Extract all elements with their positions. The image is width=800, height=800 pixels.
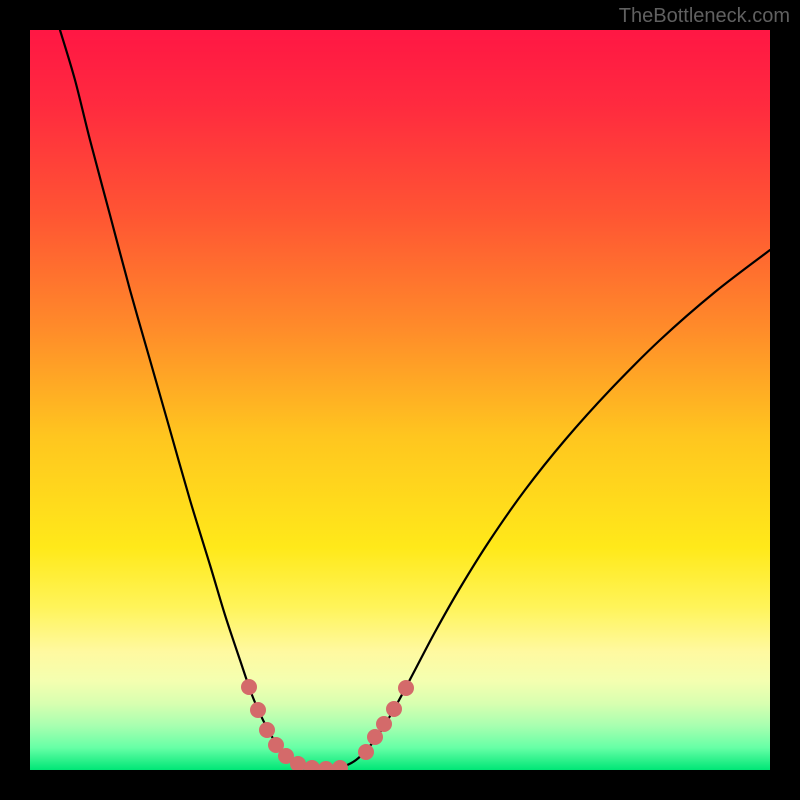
bottleneck-chart: TheBottleneck.com <box>0 0 800 800</box>
marker-dot <box>358 744 374 760</box>
marker-dot <box>241 679 257 695</box>
marker-dot <box>376 716 392 732</box>
marker-dot <box>386 701 402 717</box>
marker-dot <box>250 702 266 718</box>
marker-dot <box>259 722 275 738</box>
chart-svg: TheBottleneck.com <box>0 0 800 800</box>
marker-dot <box>398 680 414 696</box>
watermark-text: TheBottleneck.com <box>619 5 790 27</box>
marker-dot <box>367 729 383 745</box>
marker-dot <box>290 756 306 772</box>
plot-gradient <box>30 30 770 770</box>
